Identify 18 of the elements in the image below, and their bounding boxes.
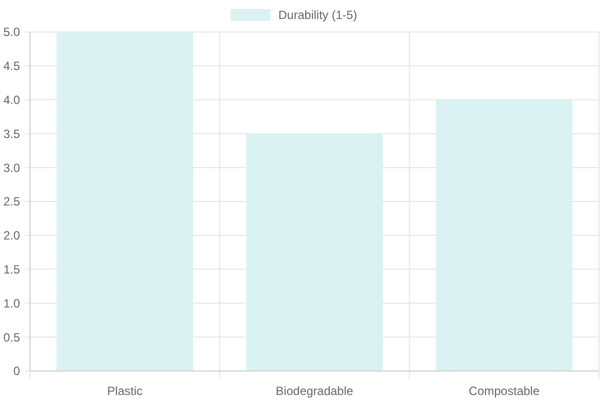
- y-tick-label: 2.0: [3, 228, 20, 243]
- bar: [436, 100, 572, 371]
- y-tick-label: 0.5: [3, 330, 20, 344]
- y-tick-label: 4.0: [3, 93, 20, 107]
- y-tick-label: 3.5: [3, 126, 20, 141]
- bar: [56, 32, 194, 371]
- y-tick-label: 1.5: [3, 262, 20, 276]
- y-tick-label: 4.5: [3, 59, 20, 74]
- y-tick-label: 2.5: [3, 194, 20, 209]
- y-tick-label: 3.0: [3, 160, 20, 175]
- y-tick-label: 0: [13, 364, 20, 378]
- x-tick-label: Biodegradable: [276, 384, 354, 398]
- legend-label: Durability (1-5): [278, 8, 358, 22]
- x-tick-label: Compostable: [468, 384, 540, 398]
- y-tick-label: 1.0: [3, 296, 20, 310]
- x-tick-label: Plastic: [107, 384, 143, 398]
- bar: [246, 134, 383, 371]
- y-tick-label: 5.0: [3, 25, 20, 40]
